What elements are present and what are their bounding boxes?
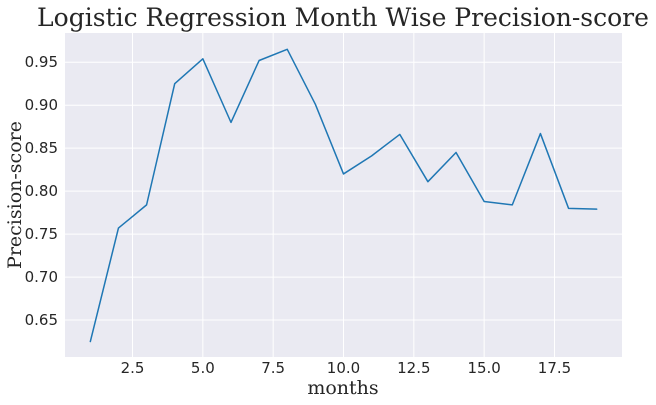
y-tick-label: 0.95 xyxy=(25,53,58,71)
y-tick-label: 0.80 xyxy=(25,182,58,200)
y-axis-label: Precision-score xyxy=(4,121,26,269)
data-point xyxy=(174,83,176,85)
y-tick-label: 0.85 xyxy=(25,139,58,157)
y-tick-label: 0.70 xyxy=(25,268,58,286)
precision-series-line xyxy=(89,48,598,343)
data-point xyxy=(399,134,401,136)
plot-area: 2.5 5.0 7.5 10.0 12.5 15.0 17.5 0.65 0.70 0.75 0.8… xyxy=(25,33,622,377)
y-tick-label: 0.90 xyxy=(25,96,58,114)
data-point xyxy=(343,173,345,175)
x-tick-label: 5.0 xyxy=(191,359,215,377)
chart-title: Logistic Regression Month Wise Precision… xyxy=(37,3,649,32)
x-tick-label: 15.0 xyxy=(467,359,500,377)
x-axis-label: months xyxy=(307,377,378,399)
x-tick-label: 10.0 xyxy=(327,359,360,377)
data-point xyxy=(230,122,232,124)
data-point xyxy=(596,208,598,210)
x-tick-label: 2.5 xyxy=(121,359,145,377)
x-tick-label: 12.5 xyxy=(397,359,430,377)
data-point xyxy=(568,208,570,210)
data-point xyxy=(118,227,120,229)
data-point xyxy=(258,60,260,62)
y-tick-label: 0.75 xyxy=(25,225,58,243)
data-point xyxy=(286,49,288,51)
data-point xyxy=(540,133,542,135)
data-point xyxy=(511,204,513,206)
data-point xyxy=(146,204,148,206)
data-point xyxy=(427,181,429,183)
x-tick-label: 7.5 xyxy=(261,359,285,377)
data-point xyxy=(371,155,373,157)
data-point xyxy=(202,58,204,60)
data-point xyxy=(455,152,457,154)
x-tick-label: 17.5 xyxy=(538,359,571,377)
y-tick-label: 0.65 xyxy=(25,311,58,329)
data-point xyxy=(483,201,485,203)
data-point xyxy=(315,104,317,106)
data-point xyxy=(90,341,92,343)
